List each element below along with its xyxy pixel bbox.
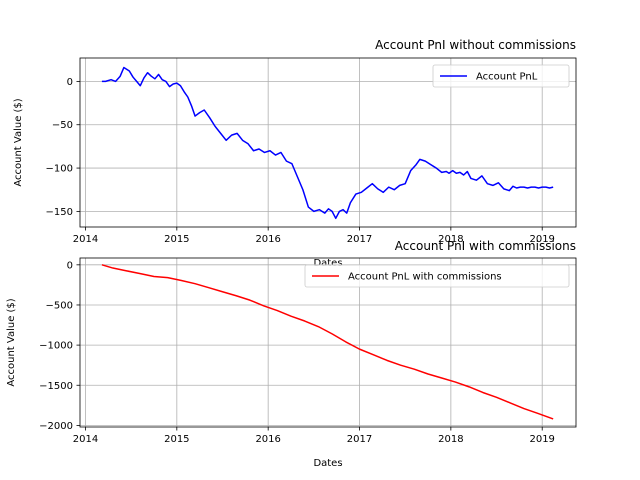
y-tick-label: 0 <box>67 77 73 88</box>
y-tick-label: −1000 <box>39 341 73 352</box>
y-tick-label: −2000 <box>39 421 73 432</box>
y-tick-label: −1500 <box>39 381 73 392</box>
x-tick-label: 2017 <box>347 434 372 445</box>
x-tick-label: 2017 <box>347 234 372 245</box>
y-axis-label: Account Value ($) <box>6 298 17 386</box>
y-tick-label: −150 <box>46 207 73 218</box>
chart-title: Account PnI with commissions <box>395 239 576 253</box>
x-tick-label: 2018 <box>438 234 463 245</box>
x-tick-label: 2019 <box>529 434 554 445</box>
axes-frame <box>79 257 577 428</box>
legend: Account PnL <box>432 64 570 88</box>
x-tick-label: 2018 <box>438 434 463 445</box>
x-tick-label: 2015 <box>164 434 189 445</box>
series-line-0 <box>101 66 554 220</box>
axes-frame <box>79 57 577 228</box>
y-axis-label: Account Value ($) <box>13 98 24 186</box>
x-tick-label: 2016 <box>255 434 280 445</box>
chart-title: Account PnI without commissions <box>375 38 576 52</box>
y-tick-label: −500 <box>46 300 73 311</box>
bottom-chart-panel: 2014 2015 2016 2017 2018 2019 0 −500 −1000 −1500 −… <box>6 239 577 469</box>
x-axis-label: Dates <box>313 458 342 469</box>
x-tick-label: 2014 <box>73 234 98 245</box>
legend-box <box>304 264 570 288</box>
x-tick-label: 2016 <box>255 234 280 245</box>
x-axis-label: Dates <box>313 258 342 269</box>
x-tick-label: 2014 <box>73 434 98 445</box>
y-tick-label: −100 <box>46 164 73 175</box>
series-line-0 <box>101 264 554 420</box>
legend-entry: Account PnL with commissions <box>348 272 502 283</box>
x-tick-label: 2019 <box>529 234 554 245</box>
legend-entry: Account PnL <box>476 72 538 83</box>
y-tick-label: 0 <box>67 260 73 271</box>
top-chart-panel: 2014 2015 2016 2017 2018 2019 0 −50 −100 −150 Date… <box>13 38 577 269</box>
x-tick-label: 2015 <box>164 234 189 245</box>
y-tick-label: −50 <box>52 120 73 131</box>
legend-box <box>432 64 570 88</box>
legend: Account PnL with commissions <box>304 264 570 288</box>
